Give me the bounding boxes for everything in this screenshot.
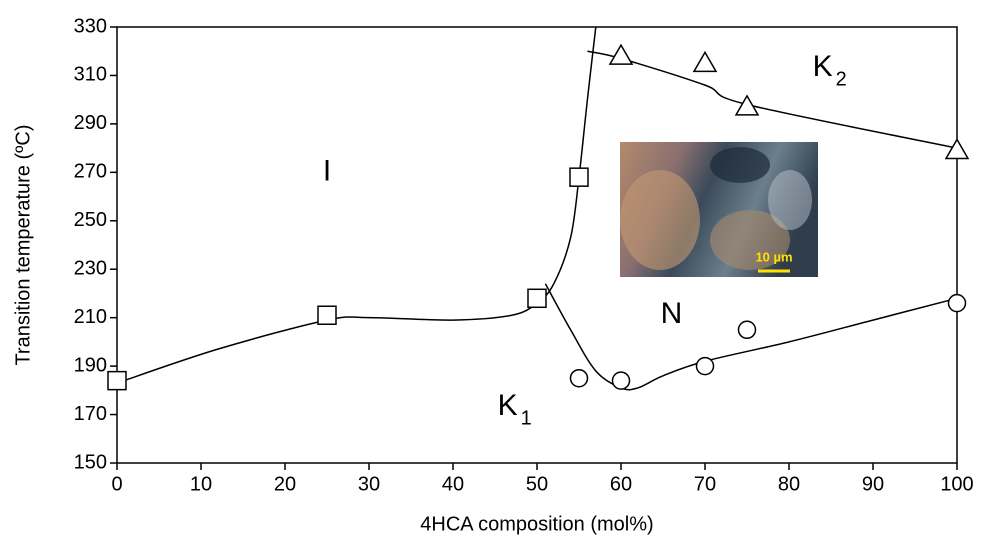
circle-marker xyxy=(695,356,715,376)
y-tick-label: 250 xyxy=(74,209,107,231)
inset-label: 10 µm xyxy=(755,249,792,264)
circle-marker xyxy=(737,320,757,340)
y-axis-label: Transition temperature (ºC) xyxy=(12,124,34,365)
y-tick-label: 190 xyxy=(74,354,107,376)
plot-frame xyxy=(116,26,958,464)
circle-marker xyxy=(569,368,589,388)
x-tick-label: 100 xyxy=(940,473,973,495)
triangle-marker xyxy=(608,43,634,65)
x-tick-label: 80 xyxy=(778,473,800,495)
phase-boundary xyxy=(116,26,597,384)
square-marker xyxy=(569,167,589,187)
circle-marker xyxy=(611,371,631,390)
square-marker xyxy=(107,370,127,391)
x-tick-label: 90 xyxy=(862,473,884,495)
x-tick-label: 20 xyxy=(274,473,296,495)
region-label: N xyxy=(661,297,683,330)
region-label: K xyxy=(813,50,833,83)
region-label-subscript: 2 xyxy=(836,68,847,90)
triangle-marker xyxy=(692,50,718,73)
square-marker xyxy=(317,305,337,325)
phase-boundary xyxy=(544,283,958,391)
phase-boundary xyxy=(587,50,958,149)
x-tick-label: 0 xyxy=(111,473,122,495)
x-tick-label: 70 xyxy=(694,473,716,495)
x-tick-label: 50 xyxy=(526,473,548,495)
region-label: I xyxy=(323,154,331,187)
x-axis-label: 4HCA composition (mol%) xyxy=(420,513,653,535)
y-tick-label: 290 xyxy=(74,112,107,134)
y-tick-label: 230 xyxy=(74,258,107,280)
circle-marker xyxy=(947,293,967,313)
x-tick-label: 10 xyxy=(190,473,212,495)
y-tick-label: 270 xyxy=(74,161,107,183)
region-label: K xyxy=(498,389,518,422)
y-tick-label: 310 xyxy=(74,64,107,86)
triangle-marker xyxy=(734,94,760,116)
y-tick-label: 150 xyxy=(74,451,107,473)
x-tick-label: 30 xyxy=(358,473,380,495)
triangle-marker xyxy=(944,138,970,160)
y-tick-label: 330 xyxy=(74,15,107,37)
y-tick-label: 210 xyxy=(74,306,107,328)
x-tick-label: 40 xyxy=(442,473,464,495)
square-marker xyxy=(527,288,547,309)
region-label-subscript: 1 xyxy=(521,408,532,430)
x-tick-label: 60 xyxy=(610,473,632,495)
inset-image: 10 µm xyxy=(620,142,818,277)
y-tick-label: 170 xyxy=(74,403,107,425)
